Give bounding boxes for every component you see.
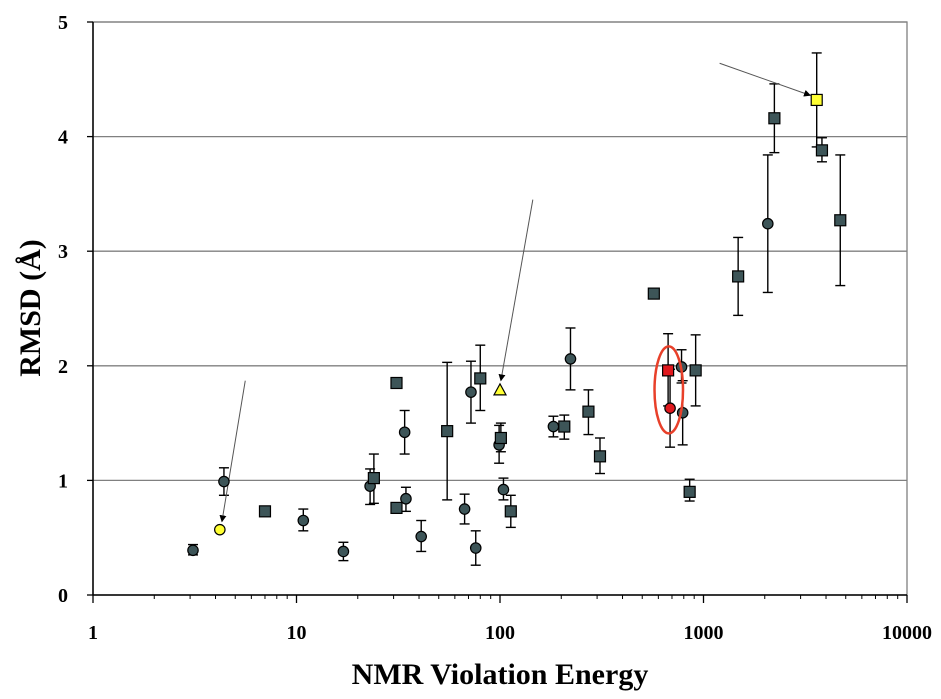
data-point-circle (465, 386, 477, 398)
data-point-square (494, 431, 507, 445)
y-tick-label: 2 (58, 356, 68, 378)
annotations (219, 62, 812, 523)
data-point-circle (458, 503, 471, 515)
data-point-circle (564, 353, 577, 365)
y-tick-label: 5 (58, 12, 68, 34)
data-point-circle (214, 523, 226, 536)
data-point-square (683, 485, 696, 498)
data-point-circle (398, 426, 411, 439)
data-point-circle (187, 544, 199, 557)
data-point-circle (400, 492, 412, 505)
y-tick-label: 1 (58, 470, 68, 492)
highlight-ellipse (653, 345, 685, 435)
data-point-square (815, 144, 829, 157)
data-points (187, 93, 847, 558)
data-point-circle (469, 542, 482, 554)
data-point-circle (297, 514, 310, 527)
data-point-square (441, 425, 454, 438)
y-tick-label: 3 (58, 241, 68, 263)
x-tick-label: 100 (485, 622, 515, 644)
data-point-square (732, 270, 745, 283)
data-point-square (558, 420, 571, 433)
data-point-circle (664, 402, 676, 415)
data-point-circle (415, 530, 428, 543)
x-tick-label: 1 (88, 622, 98, 644)
annotation-arrow (719, 62, 812, 97)
data-point-square (582, 405, 595, 418)
y-tick-label: 0 (58, 585, 68, 607)
y-tick-label: 4 (58, 127, 68, 149)
x-axis-title: NMR Violation Energy (352, 658, 649, 691)
annotation-arrow (219, 380, 246, 523)
data-point-circle (337, 545, 350, 558)
data-point-circle (497, 483, 510, 496)
data-point-square (768, 112, 781, 125)
data-point-square (367, 472, 380, 485)
x-tick-label: 10000 (882, 622, 932, 644)
data-point-square (474, 372, 487, 385)
data-point-square (593, 450, 607, 463)
data-point-square (390, 501, 403, 515)
data-point-square (504, 505, 517, 518)
data-point-square (390, 376, 403, 390)
axes (87, 21, 908, 603)
x-tick-label: 10 (287, 622, 307, 644)
data-point-triangle (492, 382, 508, 396)
annotation-arrow (498, 199, 534, 382)
data-point-circle (761, 217, 774, 230)
data-point-square (810, 93, 823, 107)
data-point-square (662, 364, 675, 377)
data-point-square (647, 287, 660, 300)
data-point-square (258, 505, 272, 518)
data-point-square (689, 364, 702, 377)
data-point-circle (547, 420, 560, 433)
data-point-circle (218, 475, 230, 488)
data-point-square (834, 214, 847, 227)
y-axis-title: RMSD (Å) (14, 239, 47, 376)
x-tick-label: 1000 (684, 622, 724, 644)
